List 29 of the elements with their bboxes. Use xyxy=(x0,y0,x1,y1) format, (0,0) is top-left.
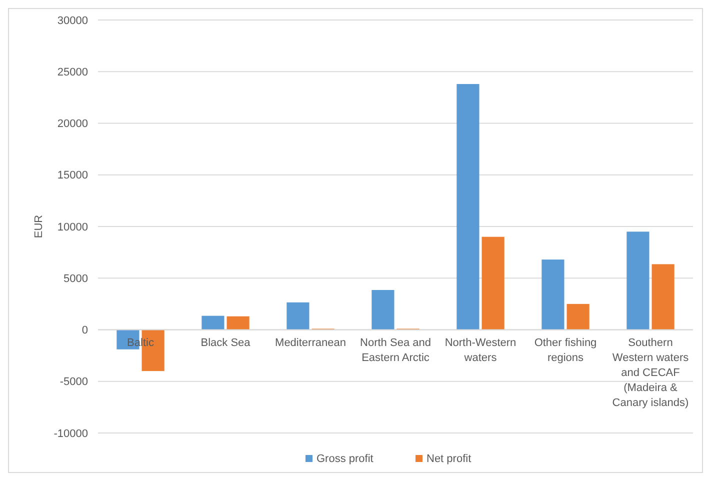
y-tick-label: 25000 xyxy=(57,66,88,78)
bar xyxy=(542,260,564,330)
y-tick-label: 5000 xyxy=(64,272,88,285)
y-tick-label: 20000 xyxy=(57,118,88,130)
y-axis-title: EUR xyxy=(33,214,45,238)
legend-label: Gross profit xyxy=(316,453,374,465)
bar xyxy=(482,236,504,330)
y-tick-label: -5000 xyxy=(60,376,88,388)
bar xyxy=(286,302,310,330)
y-tick-label: 30000 xyxy=(57,14,88,27)
x-tick-label: Other fishing regions xyxy=(534,336,597,364)
bar xyxy=(226,316,250,330)
x-tick-label: Black Sea xyxy=(200,336,252,349)
bar xyxy=(652,264,674,330)
x-tick-label: Southern Western waters and CECAF (Madeira & Canary islands) xyxy=(612,336,690,409)
bar xyxy=(566,304,590,330)
y-tick-label: -10000 xyxy=(54,428,88,440)
y-tick-label: 10000 xyxy=(57,221,88,234)
bar xyxy=(626,232,650,330)
x-tick-label: North-Western waters xyxy=(444,336,516,364)
legend-label: Net profit xyxy=(426,453,472,465)
bar xyxy=(202,316,224,330)
x-tick-label: Mediterranean xyxy=(275,336,346,349)
bar xyxy=(372,290,394,330)
x-tick-label: North Sea and Eastern Arctic xyxy=(360,336,431,364)
x-tick-label: Baltic xyxy=(127,336,154,349)
bar xyxy=(456,84,480,330)
y-tick-label: 15000 xyxy=(57,170,88,182)
y-tick-label: 0 xyxy=(82,324,88,337)
